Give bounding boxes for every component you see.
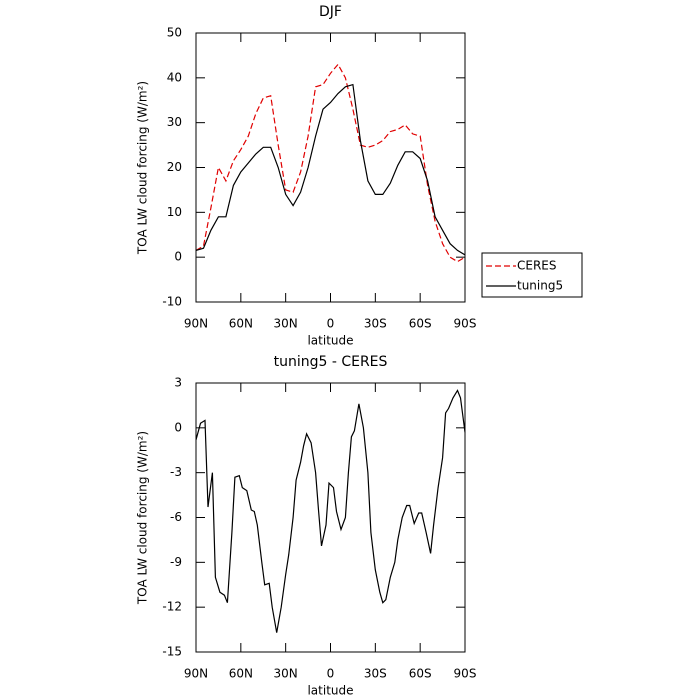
line (195, 83, 466, 256)
x-tick-label: 60S (409, 667, 432, 681)
legend-label: tuning5 (517, 279, 563, 293)
y-tick-label: -6 (170, 510, 182, 524)
y-tick-label: -3 (170, 465, 182, 479)
x-tick-label: 30S (364, 667, 387, 681)
x-tick-label: 0 (327, 317, 335, 331)
x-tick-label: 90S (454, 317, 477, 331)
x-tick-label: 60S (409, 317, 432, 331)
x-tick-label: 90N (184, 317, 208, 331)
chart-title: DJF (319, 4, 342, 20)
legend-label: CERES (517, 259, 557, 273)
y-tick-label: 40 (167, 70, 182, 84)
x-tick-label: 90S (454, 667, 477, 681)
chart-title: tuning5 - CERES (274, 354, 388, 370)
y-tick-label: 3 (174, 376, 182, 390)
x-axis-label: latitude (307, 684, 353, 698)
y-tick-label: 10 (167, 205, 182, 219)
plot-frame (195, 32, 466, 303)
legend-box (481, 252, 583, 298)
y-tick-label: 20 (167, 160, 182, 174)
y-tick-label: 30 (167, 115, 182, 129)
y-axis-label: TOA LW cloud forcing (W/m²) (136, 431, 150, 605)
plot-frame (195, 382, 466, 653)
line (195, 389, 466, 633)
y-tick-label: -15 (162, 645, 182, 659)
y-tick-label: 50 (167, 26, 182, 40)
x-tick-label: 60N (229, 667, 253, 681)
y-tick-label: 0 (174, 250, 182, 264)
x-tick-label: 30S (364, 317, 387, 331)
x-tick-label: 30N (274, 317, 298, 331)
x-tick-label: 60N (229, 317, 253, 331)
y-axis-label: TOA LW cloud forcing (W/m²) (136, 81, 150, 255)
y-tick-label: -10 (162, 295, 182, 309)
y-tick-label: -12 (162, 600, 182, 614)
x-tick-label: 0 (327, 667, 335, 681)
y-tick-label: 0 (174, 420, 182, 434)
x-tick-label: 30N (274, 667, 298, 681)
y-tick-label: -9 (170, 555, 182, 569)
line (195, 63, 466, 263)
x-axis-label: latitude (307, 334, 353, 348)
x-tick-label: 90N (184, 667, 208, 681)
